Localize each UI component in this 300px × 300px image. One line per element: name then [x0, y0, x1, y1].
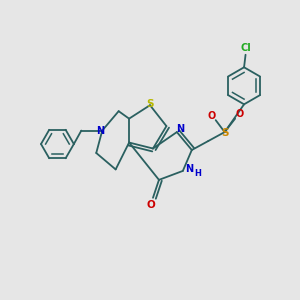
Text: O: O — [207, 111, 215, 121]
Text: N: N — [96, 126, 104, 136]
Text: N: N — [176, 124, 184, 134]
Text: O: O — [236, 109, 244, 119]
Text: N: N — [185, 164, 194, 174]
Text: O: O — [146, 200, 155, 210]
Text: S: S — [146, 99, 154, 109]
Text: H: H — [194, 169, 201, 178]
Text: S: S — [221, 128, 229, 138]
Text: Cl: Cl — [241, 43, 251, 53]
